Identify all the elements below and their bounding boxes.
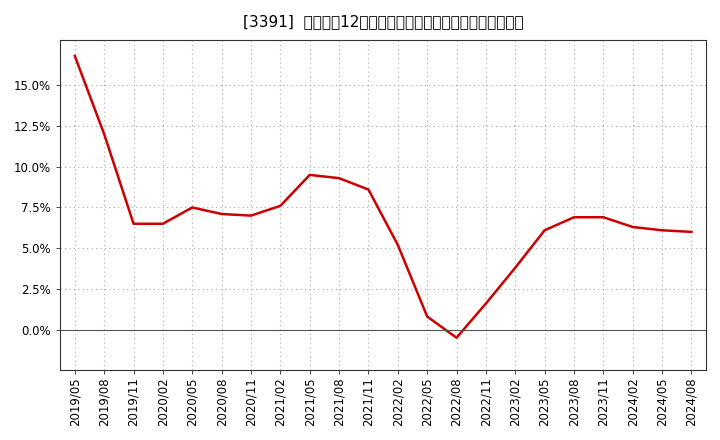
- Title: [3391]  売上高の12か月移動合計の対前年同期増減率の推移: [3391] 売上高の12か月移動合計の対前年同期増減率の推移: [243, 14, 523, 29]
